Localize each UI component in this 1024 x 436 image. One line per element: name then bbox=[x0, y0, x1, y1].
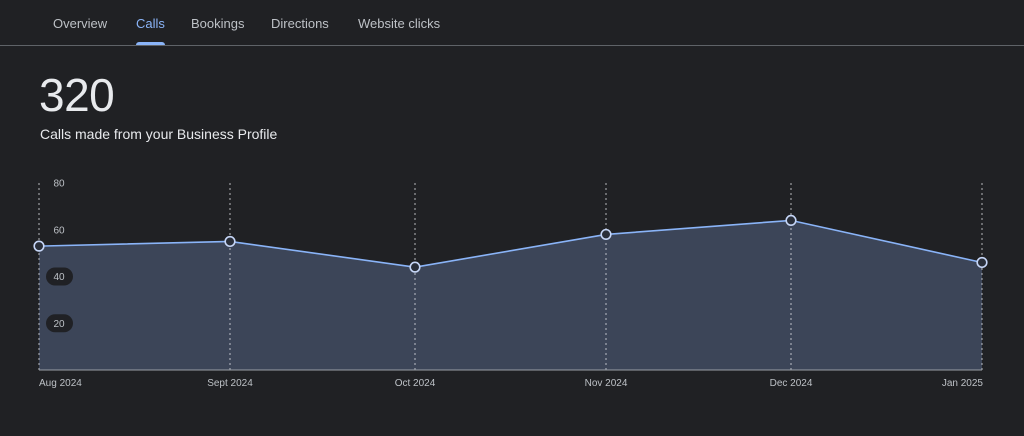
active-tab-indicator bbox=[136, 42, 165, 45]
data-point-5 bbox=[976, 256, 988, 269]
data-point-2 bbox=[409, 261, 421, 273]
area-fill bbox=[39, 220, 982, 370]
y-tick-chip-1 bbox=[46, 267, 73, 286]
y-tick-label-1: 40 bbox=[53, 272, 65, 283]
tab-calls[interactable]: Calls bbox=[136, 16, 165, 31]
x-tick-label-1: Sept 2024 bbox=[207, 378, 253, 389]
data-point-0 bbox=[33, 240, 45, 252]
metric-description: Calls made from your Business Profile bbox=[40, 126, 278, 142]
y-tick-label-0: 20 bbox=[53, 319, 65, 330]
metric-value: 320 bbox=[39, 69, 115, 121]
tab-bookings[interactable]: Bookings bbox=[191, 16, 245, 31]
tab-overview[interactable]: Overview bbox=[53, 16, 108, 31]
tab-directions[interactable]: Directions bbox=[271, 16, 329, 31]
x-tick-label-4: Dec 2024 bbox=[770, 378, 813, 389]
x-tick-label-3: Nov 2024 bbox=[585, 378, 628, 389]
y-tick-label-2: 60 bbox=[53, 225, 65, 236]
x-tick-label-2: Oct 2024 bbox=[395, 378, 436, 389]
x-tick-label-5: Jan 2025 bbox=[942, 378, 984, 389]
series-line bbox=[38, 219, 983, 268]
x-tick-label-0: Aug 2024 bbox=[39, 378, 82, 389]
data-point-4 bbox=[785, 214, 797, 226]
tab-bar: Overview Calls Bookings Directions Websi… bbox=[0, 0, 1024, 46]
y-tick-label-3: 80 bbox=[53, 179, 65, 190]
tab-website-clicks[interactable]: Website clicks bbox=[358, 16, 441, 31]
data-point-1 bbox=[224, 235, 236, 248]
data-point-3 bbox=[600, 228, 612, 241]
y-tick-chip-0 bbox=[46, 314, 73, 333]
